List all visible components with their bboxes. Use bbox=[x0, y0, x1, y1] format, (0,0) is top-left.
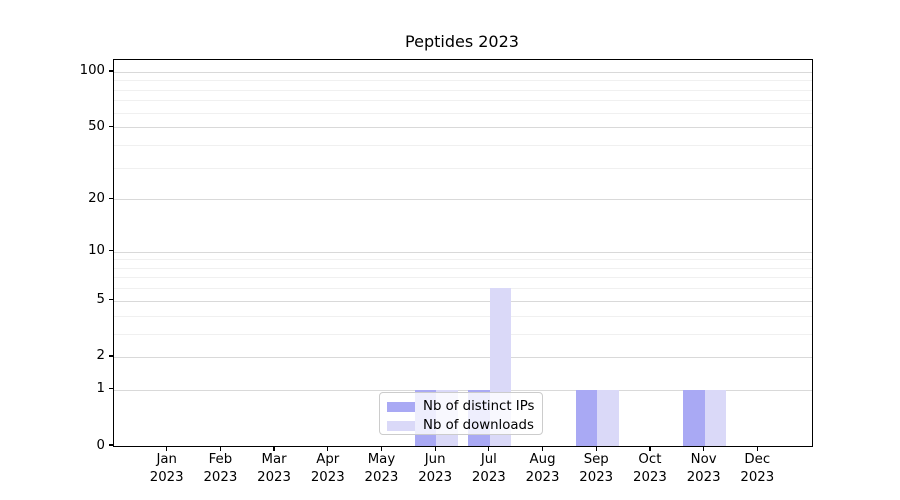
y-tick-mark bbox=[108, 299, 113, 301]
minor-gridline bbox=[114, 89, 812, 91]
x-tick-label: Oct 2023 bbox=[620, 451, 680, 486]
x-tick-year: 2023 bbox=[149, 469, 184, 485]
x-tick-label: Feb 2023 bbox=[190, 451, 250, 486]
x-tick-year: 2023 bbox=[257, 469, 291, 485]
x-tick-label: Nov 2023 bbox=[674, 451, 734, 486]
x-tick-label: Mar 2023 bbox=[244, 451, 304, 486]
major-gridline bbox=[114, 127, 812, 129]
major-gridline bbox=[114, 71, 812, 73]
plot-area bbox=[113, 59, 813, 447]
major-gridline bbox=[114, 389, 812, 391]
minor-gridline bbox=[114, 288, 812, 290]
x-tick-month: Mar bbox=[261, 452, 287, 467]
minor-gridline bbox=[114, 80, 812, 82]
x-tick-mark bbox=[219, 446, 221, 451]
x-tick-year: 2023 bbox=[686, 469, 721, 485]
x-tick-label: May 2023 bbox=[351, 451, 411, 486]
x-tick-year: 2023 bbox=[740, 469, 775, 485]
x-tick-month: Jul bbox=[480, 452, 497, 467]
x-tick-year: 2023 bbox=[203, 469, 238, 485]
x-tick-mark bbox=[595, 446, 597, 451]
x-tick-label: Jan 2023 bbox=[137, 451, 197, 486]
bar-nb-of-distinct-ips-sep bbox=[575, 389, 598, 446]
x-tick-label: Dec 2023 bbox=[727, 451, 787, 486]
bar-nb-of-downloads-nov bbox=[704, 389, 727, 446]
minor-gridline bbox=[114, 333, 812, 335]
major-gridline bbox=[114, 300, 812, 302]
minor-gridline bbox=[114, 267, 812, 269]
y-tick-mark bbox=[108, 70, 113, 72]
minor-gridline bbox=[114, 277, 812, 279]
y-tick-mark bbox=[108, 388, 113, 390]
x-tick-mark bbox=[541, 446, 544, 451]
x-tick-mark bbox=[756, 446, 758, 451]
minor-gridline bbox=[114, 259, 812, 261]
y-tick-label: 0 bbox=[96, 437, 105, 453]
legend-label: Nb of distinct IPs bbox=[423, 399, 535, 414]
major-gridline bbox=[114, 356, 812, 358]
x-tick-month: May bbox=[367, 452, 396, 467]
minor-gridline bbox=[114, 167, 812, 169]
legend-swatch bbox=[387, 401, 415, 412]
y-tick-mark bbox=[108, 197, 113, 199]
legend: Nb of distinct IPs Nb of downloads bbox=[379, 392, 543, 435]
legend-item: Nb of downloads bbox=[387, 417, 542, 434]
x-tick-year: 2023 bbox=[525, 469, 560, 485]
x-tick-mark bbox=[703, 446, 705, 451]
y-tick-mark bbox=[108, 355, 113, 357]
x-tick-year: 2023 bbox=[579, 469, 614, 485]
legend-swatch bbox=[387, 420, 415, 431]
legend-label: Nb of downloads bbox=[423, 418, 534, 433]
y-tick-label: 10 bbox=[88, 243, 105, 259]
x-tick-year: 2023 bbox=[364, 469, 399, 485]
x-tick-year: 2023 bbox=[418, 469, 453, 485]
minor-gridline bbox=[114, 315, 812, 317]
minor-gridline bbox=[114, 144, 812, 146]
x-tick-month: Jan bbox=[156, 452, 177, 467]
chart-title: Peptides 2023 bbox=[405, 32, 519, 51]
y-tick-label: 2 bbox=[96, 348, 105, 364]
x-tick-label: Aug 2023 bbox=[513, 451, 573, 486]
x-tick-year: 2023 bbox=[471, 469, 506, 485]
x-tick-month: Feb bbox=[208, 452, 233, 467]
x-tick-year: 2023 bbox=[633, 469, 667, 485]
x-tick-label: Jul 2023 bbox=[459, 451, 519, 486]
x-tick-month: Jun bbox=[424, 452, 446, 467]
y-tick-label: 1 bbox=[96, 381, 105, 397]
y-tick-label: 5 bbox=[96, 292, 105, 308]
major-gridline bbox=[114, 251, 812, 253]
x-tick-mark bbox=[434, 446, 436, 451]
x-tick-mark bbox=[273, 446, 275, 451]
x-tick-mark bbox=[380, 446, 383, 451]
x-tick-month: Apr bbox=[316, 452, 340, 467]
y-tick-mark bbox=[108, 125, 113, 127]
y-tick-label: 100 bbox=[79, 63, 105, 79]
y-tick-label: 20 bbox=[88, 190, 105, 206]
minor-gridline bbox=[114, 100, 812, 102]
x-tick-mark bbox=[327, 446, 329, 451]
x-tick-month: Aug bbox=[529, 452, 556, 467]
x-tick-label: Sep 2023 bbox=[566, 451, 626, 486]
major-gridline bbox=[114, 199, 812, 201]
x-tick-mark bbox=[488, 446, 490, 451]
y-tick-mark bbox=[108, 444, 113, 446]
x-tick-label: Jun 2023 bbox=[405, 451, 465, 486]
x-tick-month: Oct bbox=[638, 452, 662, 467]
x-tick-month: Nov bbox=[690, 452, 717, 467]
bar-nb-of-downloads-sep bbox=[597, 389, 619, 446]
y-tick-mark bbox=[108, 250, 113, 252]
x-tick-mark bbox=[649, 446, 651, 451]
minor-gridline bbox=[114, 112, 812, 114]
y-tick-label: 50 bbox=[88, 118, 105, 134]
x-tick-month: Sep bbox=[583, 452, 609, 467]
x-tick-year: 2023 bbox=[310, 469, 345, 485]
x-tick-month: Dec bbox=[744, 452, 771, 467]
x-tick-label: Apr 2023 bbox=[298, 451, 358, 486]
x-tick-mark bbox=[166, 446, 168, 451]
bar-nb-of-distinct-ips-nov bbox=[683, 389, 705, 446]
legend-item: Nb of distinct IPs bbox=[387, 398, 542, 415]
